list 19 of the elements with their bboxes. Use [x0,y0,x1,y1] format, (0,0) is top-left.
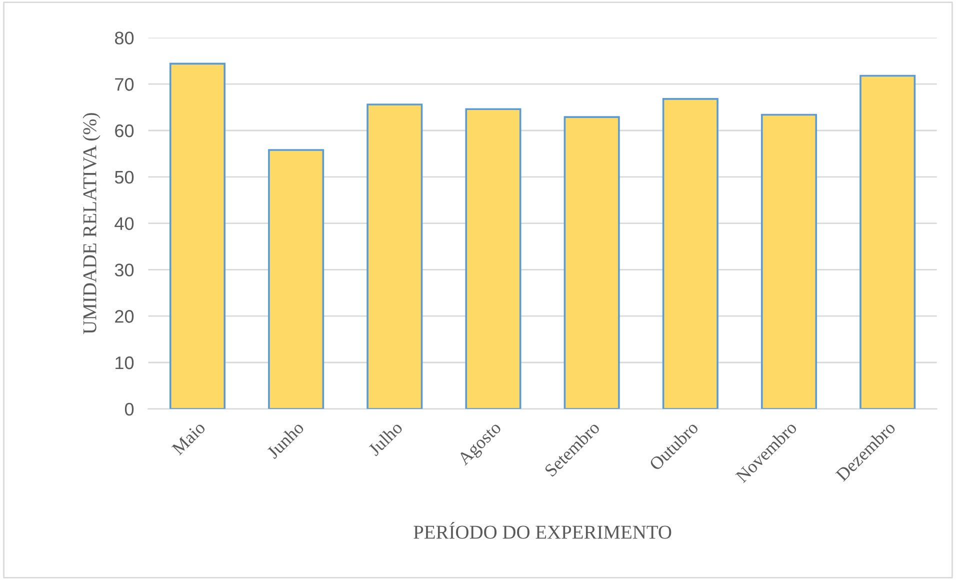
bar [465,108,522,409]
y-tick-label: 40 [114,217,134,230]
y-tick-label: 80 [114,32,134,44]
bar [564,116,620,409]
y-tick-label: 70 [115,78,134,91]
y-tick-label: 60 [115,124,134,138]
x-axis-title: PERÍODO DO EXPERIMENTO [414,522,672,539]
bar [268,149,324,409]
bar [860,74,916,409]
y-tick-label: 20 [115,310,134,323]
y-axis-title: UMIDADE RELATIVA (%) [82,113,100,334]
bar [366,104,423,409]
bar [760,114,818,409]
bar [169,62,226,409]
y-tick-label: 50 [114,170,134,184]
y-tick-label: 0 [124,402,134,416]
bar [662,98,718,409]
y-tick-label: 10 [116,356,134,370]
y-tick-label: 30 [114,264,134,276]
